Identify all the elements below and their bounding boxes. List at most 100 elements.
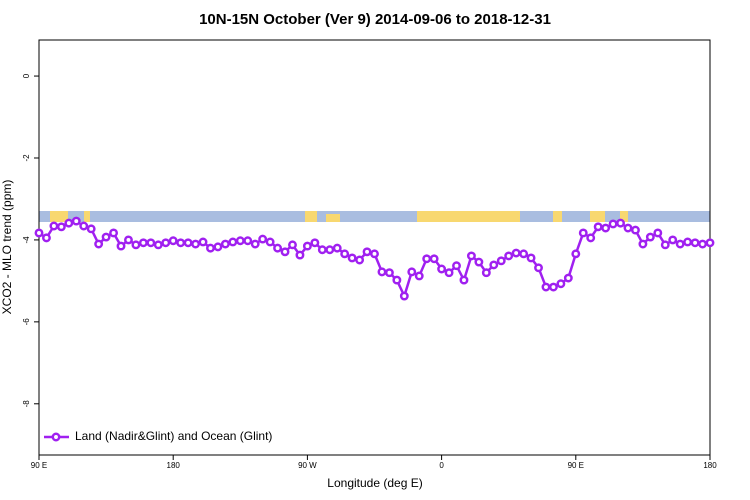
data-point [153,240,163,250]
data-point [183,238,193,248]
data-point [34,228,44,238]
data-point [466,251,476,261]
x-tick-label: 180 [703,461,717,470]
y-tick-label: -8 [22,400,31,408]
y-tick-label: -4 [22,236,31,244]
data-point [534,263,543,273]
data-point [71,216,81,226]
data-point [347,253,357,263]
x-tick-label: 90 W [298,461,317,470]
data-point [548,282,558,292]
y-tick-label: -2 [22,154,31,162]
data-point [56,222,66,232]
data-point [288,240,297,250]
data-point [422,254,432,264]
data-point [698,239,707,249]
data-point [653,228,663,238]
data-point [437,264,447,274]
data-point [578,228,588,238]
data-point [593,222,603,232]
data-point [519,249,529,259]
data-point [384,268,394,278]
data-point [161,238,171,248]
data-point [616,218,625,228]
data-point [64,218,74,228]
data-point [630,225,640,235]
data-point [116,241,126,251]
data-point [228,237,238,247]
data-point [235,236,245,246]
legend-marker [51,432,61,442]
data-point [168,236,178,246]
data-point [511,248,521,258]
data-point [675,239,685,249]
x-axis-label: Longitude (deg E) [327,476,422,490]
data-point [444,268,454,278]
x-tick-label: 90 E [568,461,584,470]
data-point [295,250,305,260]
data-point [302,241,312,251]
data-point [49,221,59,231]
y-tick-label: -6 [22,318,31,326]
data-point [94,239,104,249]
data-point [496,256,506,266]
data-point [124,235,133,245]
legend-label: Land (Nadir&Glint) and Ocean (Glint) [75,429,272,443]
data-point [109,228,119,238]
data-point [206,243,215,253]
data-point [176,238,186,248]
x-tick-label: 180 [167,461,181,470]
data-point [474,257,484,267]
data-point [481,268,491,278]
data-point [101,232,111,242]
data-point [79,221,89,231]
data-point [220,239,230,249]
data-point [690,238,700,248]
x-tick-label: 90 E [31,461,47,470]
data-point [273,243,283,253]
data-point [601,223,611,233]
data-point [623,223,633,233]
x-tick-label: 0 [439,461,444,470]
y-axis-label: XCO2 - MLO trend (ppm) [0,180,14,315]
data-point [563,273,573,283]
data-point [668,235,678,245]
data-point [459,275,469,285]
data-point [571,249,581,259]
data-point [452,261,461,271]
data-point [377,267,387,277]
data-point [138,238,148,248]
data-point [280,247,290,257]
data-point [556,279,566,289]
data-point [399,291,409,301]
data-point [198,237,208,247]
data-point [332,243,342,253]
data-point [429,254,439,264]
data-point [325,245,335,255]
data-point [392,275,402,285]
data-point [370,249,379,259]
y-tick-label: 0 [22,73,31,78]
data-point [86,224,96,234]
data-point [258,234,268,244]
data-point [660,240,670,250]
data-point [489,260,499,270]
data-point [645,232,655,242]
data-point [243,236,253,246]
data-point [191,239,201,249]
plot-frame [38,39,711,456]
data-point [317,245,327,255]
data-point [213,242,223,252]
data-point [355,255,365,265]
land-ocean-strip [39,211,710,222]
data-point [146,238,156,248]
data-point [362,247,372,257]
data-point [608,219,618,229]
data-point [250,239,260,249]
data-point [265,237,275,247]
data-point [42,233,51,243]
data-point [586,233,596,243]
chart-title: 10N-15N October (Ver 9) 2014-09-06 to 20… [199,11,551,28]
data-point [131,240,141,250]
